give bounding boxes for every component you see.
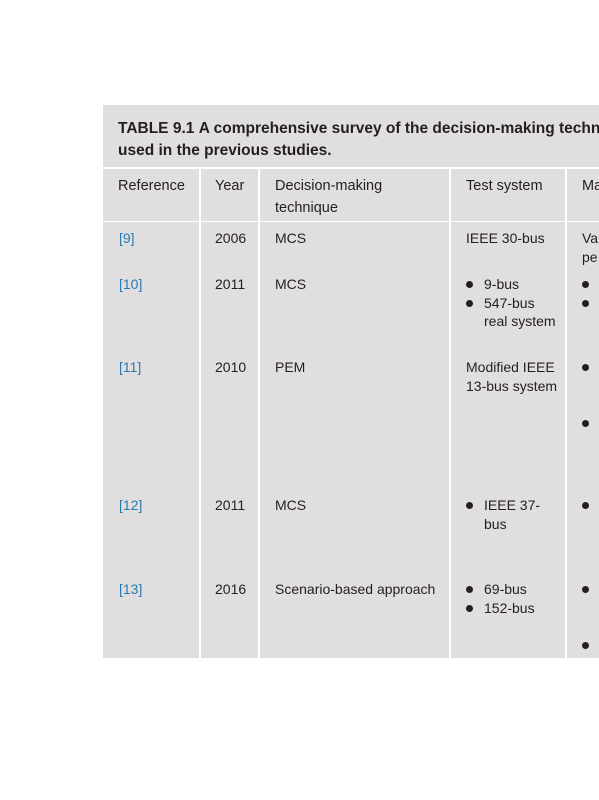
column-divider	[258, 169, 260, 658]
bullet-icon	[582, 364, 589, 371]
header-fifth-column: Ma	[582, 178, 599, 194]
list-item: 9-bus	[466, 275, 561, 294]
technique-cell: MCS	[275, 230, 307, 246]
fifth-column-list: ​	[582, 358, 599, 377]
technique-cell: PEM	[275, 359, 306, 375]
list-item: 547-bus real system	[466, 294, 561, 331]
technique-cell: MCS	[275, 497, 307, 513]
bullet-icon	[582, 281, 589, 288]
fifth-column-cell: ​	[582, 636, 599, 655]
fifth-column-text: pe	[582, 248, 598, 265]
column-divider	[565, 169, 567, 658]
year-cell: 2016	[215, 581, 247, 597]
fifth-column-list: ​	[582, 496, 599, 515]
header-technique: Decision-making technique	[275, 178, 383, 216]
reference-link[interactable]: [11]	[119, 359, 142, 375]
list-item: 69-bus	[466, 580, 561, 599]
year-cell: 2011	[215, 276, 246, 292]
list-item: ​	[582, 358, 599, 377]
test-system-cell: Modified IEEE 13-bus system	[466, 359, 558, 394]
reference-link[interactable]: [13]	[119, 581, 143, 597]
year-cell: 2006	[215, 230, 247, 246]
year-cell: 2011	[215, 497, 246, 513]
bullet-icon	[582, 299, 589, 307]
list-item: IEEE 37-bus	[466, 496, 546, 533]
column-divider	[449, 169, 451, 658]
fifth-column-list: ​	[582, 636, 599, 655]
fifth-column-cell: ​ ​	[582, 275, 599, 312]
bullet-icon	[582, 586, 589, 593]
header-test-system: Test system	[466, 178, 543, 194]
survey-table: TABLE 9.1 A comprehensive survey of the …	[103, 105, 599, 658]
table-caption: TABLE 9.1 A comprehensive survey of the …	[118, 118, 599, 162]
list-item: ​	[582, 580, 599, 599]
bullet-icon	[466, 502, 473, 509]
bullet-icon	[466, 586, 473, 593]
reference-link[interactable]: [12]	[119, 497, 143, 513]
fifth-column-list: ​ ​	[582, 275, 599, 312]
bullet-icon	[582, 642, 589, 649]
test-system-list: 9-bus 547-bus real system	[466, 275, 561, 331]
bullet-icon	[466, 299, 473, 307]
bullet-icon	[466, 604, 473, 612]
fifth-column-list: ​	[582, 580, 599, 599]
technique-cell: Scenario-based approach	[275, 581, 436, 597]
bullet-icon	[582, 420, 589, 427]
fifth-column-cell: ​	[582, 414, 599, 433]
list-item: ​	[582, 496, 599, 515]
bullet-icon	[466, 281, 473, 288]
list-item: ​	[582, 275, 599, 294]
caption-rule	[103, 167, 599, 169]
test-system-cell: IEEE 30-bus	[466, 230, 545, 246]
header-year: Year	[215, 178, 245, 194]
technique-cell: MCS	[275, 276, 307, 292]
fifth-column-cell: ​	[582, 496, 599, 515]
fifth-column-list: ​	[582, 414, 599, 433]
table-label: TABLE 9.1	[118, 120, 195, 137]
header-rule	[103, 221, 599, 222]
fifth-column-text: Va	[582, 230, 599, 246]
reference-link[interactable]: [10]	[119, 276, 143, 292]
header-reference: Reference	[118, 178, 185, 194]
fifth-column-cell: ​	[582, 580, 599, 599]
list-item: ​	[582, 414, 599, 433]
bullet-icon	[582, 502, 589, 509]
test-system-cell: 9-bus 547-bus real system	[466, 275, 561, 331]
fifth-column-cell: ​	[582, 358, 599, 377]
reference-link[interactable]: [9]	[119, 230, 135, 246]
list-item: 152-bus	[466, 599, 561, 618]
year-cell: 2010	[215, 359, 247, 375]
column-divider	[199, 169, 201, 658]
test-system-cell: 69-bus 152-bus	[466, 580, 561, 617]
list-item: ​	[582, 636, 599, 655]
fifth-column-cell: Va pe	[582, 229, 598, 266]
test-system-cell: IEEE 37-bus	[466, 496, 546, 533]
list-item: ​	[582, 294, 599, 313]
test-system-list: IEEE 37-bus	[466, 496, 546, 533]
table-title: A comprehensive survey of the decision-m…	[118, 120, 599, 159]
test-system-list: 69-bus 152-bus	[466, 580, 561, 617]
